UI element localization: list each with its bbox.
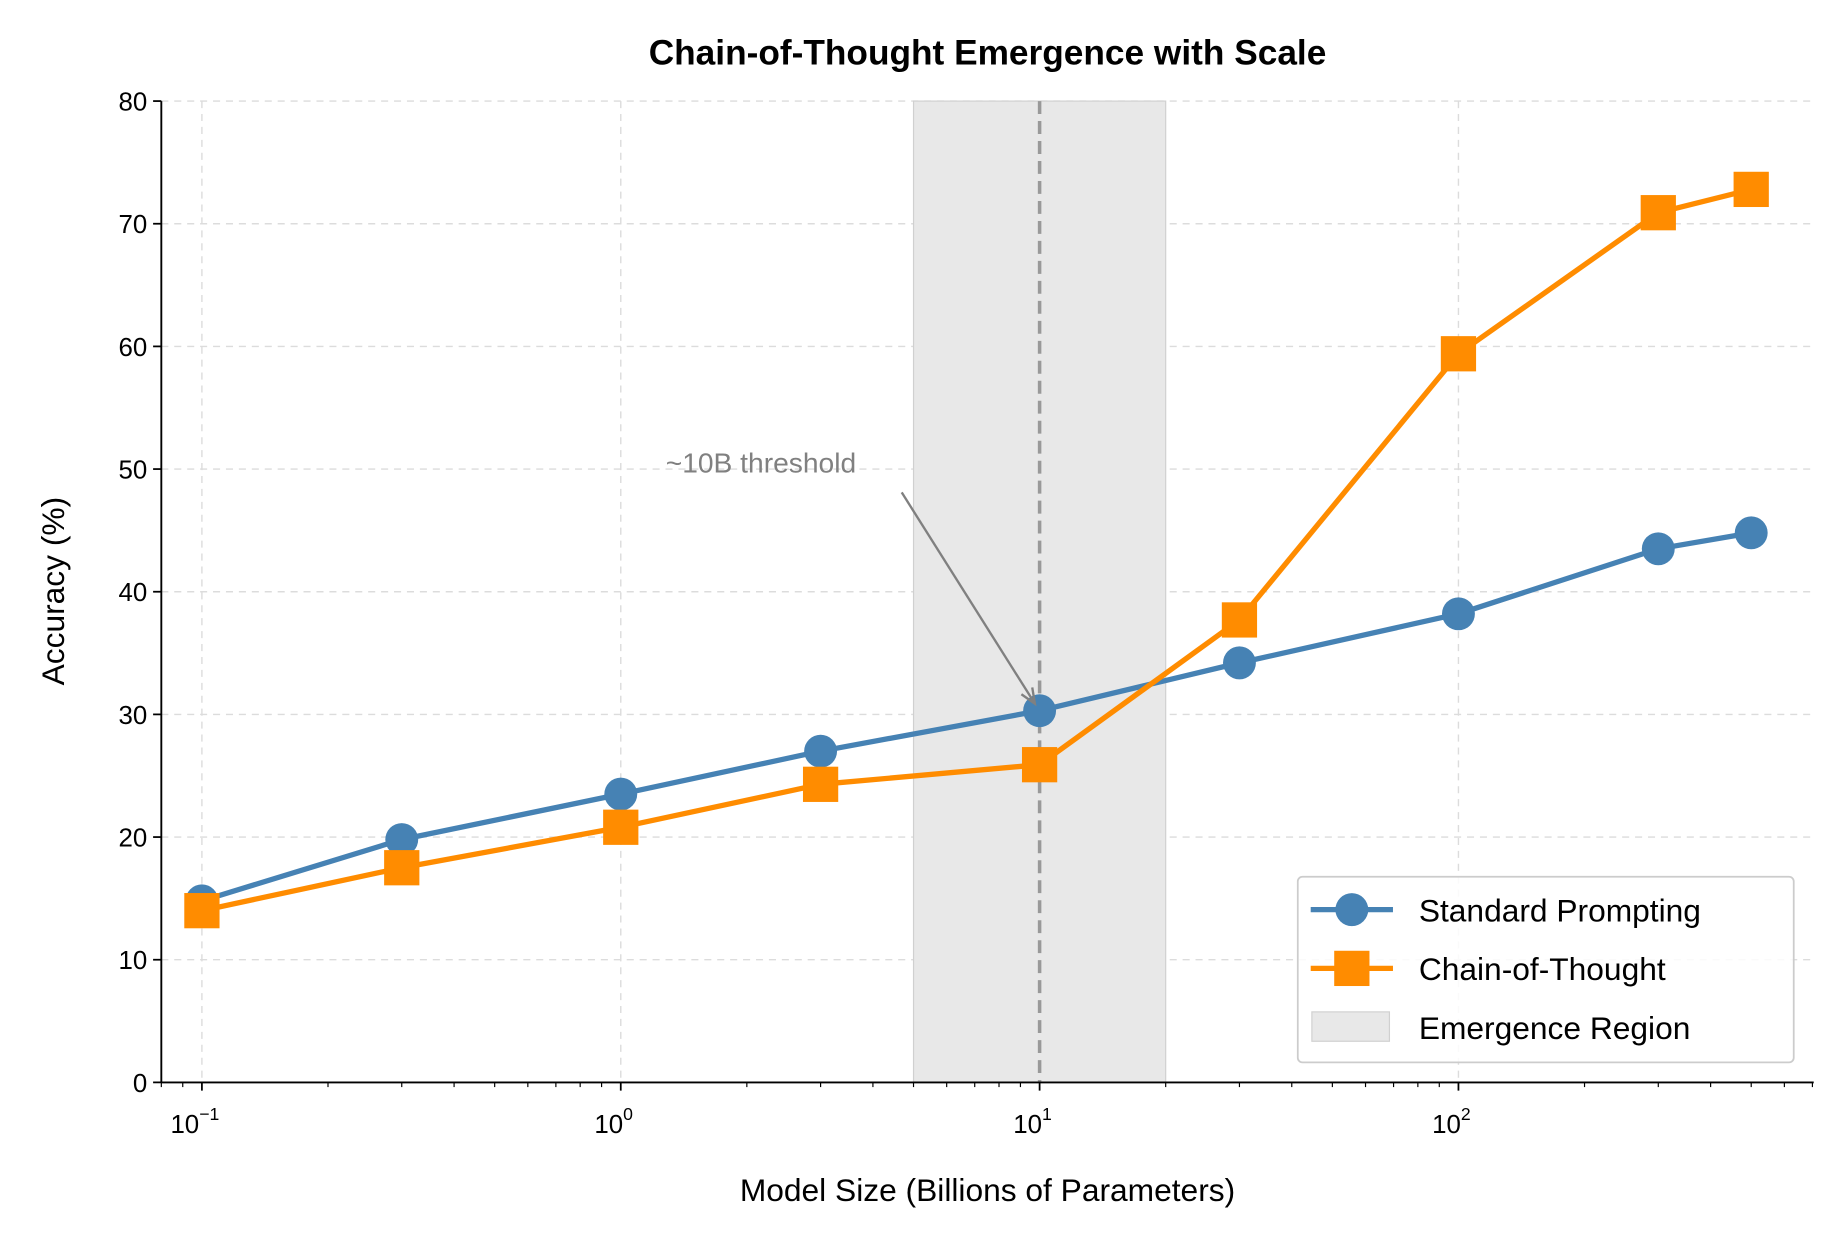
shaded-region (912, 100, 1167, 1083)
y-tick-label: 40 (118, 579, 147, 607)
y-tick-label: 70 (118, 211, 147, 239)
data-point-standard (1222, 646, 1256, 680)
y-tick-label: 80 (118, 88, 147, 116)
x-tick-label: 101 (1013, 1104, 1052, 1139)
legend-box (1296, 875, 1795, 1064)
data-point-standard (385, 823, 419, 856)
x-tick-label: 10−1 (170, 1104, 219, 1139)
data-point-standard (804, 734, 838, 768)
legend-label: Standard Prompting (1419, 892, 1701, 928)
legend-label: Chain-of-Thought (1419, 951, 1666, 987)
data-point-standard (1441, 597, 1475, 631)
y-tick-label: 30 (118, 702, 147, 730)
data-point-cot (1640, 195, 1676, 231)
data-point-standard (604, 777, 638, 811)
legend-marker-square (1334, 950, 1370, 987)
data-point-cot (1221, 602, 1258, 638)
y-tick-label: 10 (118, 947, 147, 975)
x-tick-label: 100 (594, 1104, 633, 1139)
x-axis-label: Model Size (Billions of Parameters) (740, 1172, 1235, 1208)
annotation: ~10B threshold (666, 446, 1037, 707)
legend-marker-circle (1335, 893, 1369, 927)
data-point-cot (603, 809, 639, 845)
data-point-cot (184, 893, 220, 929)
annotation-arrow (900, 491, 1036, 705)
data-point-cot (1733, 171, 1769, 208)
chart-title: Chain-of-Thought Emergence with Scale (649, 34, 1327, 73)
data-point-cot (1440, 336, 1477, 372)
annotation-text: ~10B threshold (666, 446, 856, 478)
data-point-standard (1641, 532, 1675, 566)
data-point-cot (1021, 747, 1058, 783)
legend: Standard Prompting Chain-of-Thought Emerge… (1296, 875, 1795, 1064)
y-tick-label: 20 (118, 824, 147, 852)
series-layer (184, 171, 1769, 929)
legend-region-swatch (1311, 1011, 1391, 1042)
y-tick-label: 60 (118, 334, 147, 362)
arrow-head-icon (1020, 687, 1037, 707)
y-axis-label: Accuracy (%) (35, 497, 71, 686)
legend-label: Emergence Region (1419, 1010, 1691, 1046)
data-point-standard (1734, 516, 1768, 550)
data-point-cot (802, 766, 839, 802)
y-tick-label: 50 (118, 456, 147, 484)
x-tick-label: 102 (1432, 1104, 1471, 1139)
data-point-cot (384, 850, 420, 886)
y-tick-label: 0 (133, 1070, 147, 1098)
